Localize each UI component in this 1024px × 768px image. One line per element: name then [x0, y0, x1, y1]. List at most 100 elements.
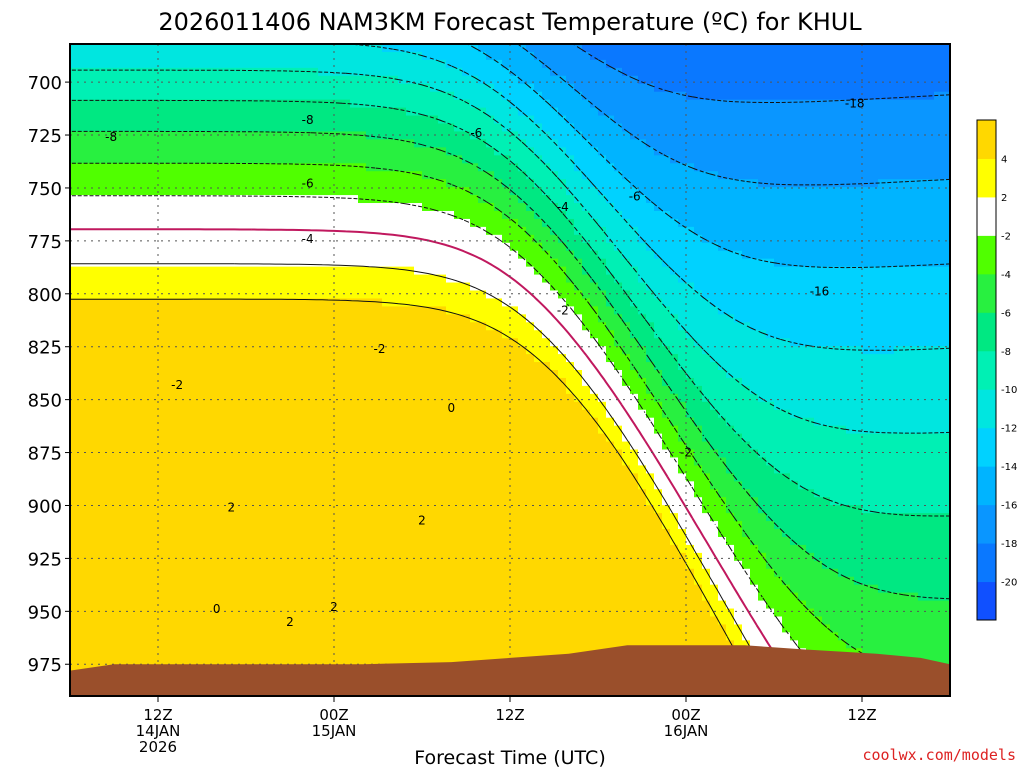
temperature-cell: [78, 362, 87, 371]
temperature-cell: [190, 377, 199, 387]
temperature-cell: [254, 393, 263, 403]
temperature-cell: [214, 393, 223, 403]
temperature-cell: [254, 75, 263, 85]
temperature-cell: [86, 656, 95, 665]
temperature-cell: [534, 131, 543, 141]
temperature-cell: [230, 648, 239, 657]
temperature-cell: [246, 234, 255, 244]
temperature-cell: [310, 370, 319, 379]
temperature-cell: [350, 163, 359, 172]
temperature-cell: [70, 529, 79, 538]
temperature-cell: [286, 600, 295, 610]
temperature-cell: [142, 505, 151, 514]
temperature-cell: [182, 115, 191, 125]
temperature-cell: [198, 123, 207, 133]
temperature-cell: [326, 409, 335, 419]
temperature-cell: [406, 640, 415, 649]
temperature-cell: [70, 600, 79, 610]
temperature-cell: [198, 179, 207, 188]
temperature-cell: [286, 274, 295, 284]
temperature-cell: [310, 529, 319, 538]
temperature-cell: [286, 59, 295, 69]
temperature-cell: [190, 131, 199, 141]
temperature-cell: [238, 393, 247, 403]
temperature-cell: [414, 218, 423, 228]
temperature-cell: [262, 155, 271, 164]
temperature-cell: [70, 226, 79, 236]
temperature-cell: [526, 465, 535, 474]
temperature-cell: [246, 99, 255, 109]
temperature-cell: [374, 99, 383, 109]
temperature-cell: [486, 608, 495, 618]
temperature-cell: [478, 513, 487, 522]
temperature-cell: [518, 505, 527, 514]
temperature-cell: [486, 409, 495, 419]
temperature-cell: [382, 51, 391, 61]
temperature-cell: [278, 290, 287, 300]
temperature-cell: [110, 576, 119, 586]
temperature-cell: [86, 544, 95, 554]
temperature-cell: [246, 131, 255, 141]
temperature-cell: [382, 346, 391, 355]
temperature-cell: [102, 362, 111, 371]
temperature-cell: [510, 632, 519, 641]
temperature-cell: [254, 338, 263, 347]
temperature-cell: [238, 354, 247, 363]
temperature-cell: [78, 242, 87, 252]
temperature-cell: [358, 377, 367, 387]
temperature-cell: [454, 409, 463, 419]
temperature-cell: [366, 115, 375, 125]
temperature-cell: [134, 139, 143, 148]
temperature-cell: [278, 465, 287, 474]
temperature-cell: [366, 481, 375, 490]
temperature-cell: [142, 529, 151, 538]
temperature-cell: [158, 417, 167, 427]
temperature-cell: [102, 250, 111, 260]
temperature-cell: [190, 409, 199, 419]
temperature-cell: [246, 44, 255, 53]
temperature-cell: [398, 449, 407, 459]
temperature-cell: [270, 489, 279, 498]
temperature-cell: [222, 385, 231, 395]
temperature-cell: [310, 306, 319, 315]
temperature-cell: [350, 290, 359, 300]
temperature-cell: [534, 513, 543, 522]
temperature-cell: [470, 385, 479, 395]
temperature-cell: [414, 282, 423, 292]
temperature-cell: [430, 560, 439, 570]
temperature-cell: [238, 274, 247, 284]
temperature-cell: [166, 632, 175, 641]
temperature-cell: [214, 59, 223, 69]
temperature-cell: [406, 465, 415, 474]
temperature-cell: [150, 131, 159, 141]
temperature-cell: [78, 544, 87, 554]
temperature-cell: [526, 290, 535, 300]
temperature-cell: [198, 457, 207, 467]
temperature-cell: [126, 266, 135, 276]
temperature-cell: [286, 441, 295, 451]
temperature-cell: [118, 123, 127, 133]
temperature-cell: [382, 576, 391, 586]
temperature-cell: [478, 163, 487, 172]
temperature-cell: [342, 417, 351, 427]
temperature-cell: [278, 568, 287, 578]
temperature-cell: [358, 505, 367, 514]
temperature-cell: [318, 346, 327, 355]
temperature-cell: [158, 465, 167, 474]
temperature-cell: [86, 314, 95, 323]
temperature-cell: [70, 481, 79, 490]
temperature-cell: [158, 370, 167, 379]
temperature-cell: [150, 457, 159, 467]
temperature-cell: [134, 568, 143, 578]
temperature-cell: [190, 632, 199, 641]
temperature-cell: [110, 210, 119, 220]
temperature-cell: [166, 282, 175, 292]
temperature-cell: [206, 218, 215, 228]
temperature-cell: [454, 314, 463, 323]
temperature-cell: [422, 44, 431, 53]
temperature-cell: [174, 258, 183, 268]
temperature-cell: [550, 552, 559, 562]
temperature-cell: [166, 401, 175, 411]
temperature-cell: [382, 187, 391, 196]
temperature-cell: [310, 576, 319, 586]
